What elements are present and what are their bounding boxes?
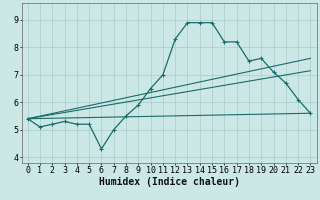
X-axis label: Humidex (Indice chaleur): Humidex (Indice chaleur) <box>99 176 240 187</box>
